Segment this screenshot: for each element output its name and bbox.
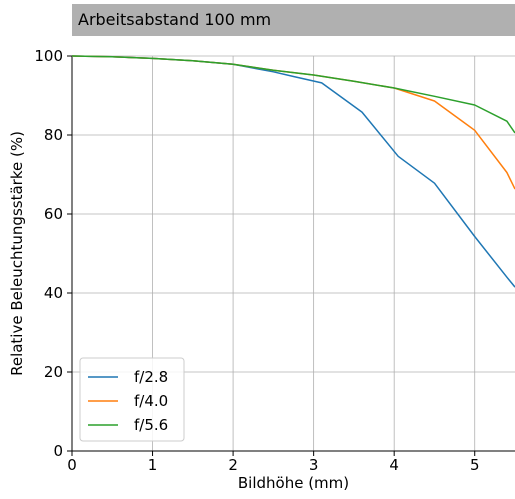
legend-label: f/5.6 [134,416,168,434]
series-line [71,55,515,134]
x-tick-label: 0 [67,456,77,474]
series-line [71,55,515,288]
y-axis-label: Relative Beleuchtungsstärke (%) [8,131,26,376]
chart-title-bar: Arbeitsabstand 100 mm [72,4,515,36]
legend-label: f/4.0 [134,392,168,410]
chart-title: Arbeitsabstand 100 mm [78,10,272,29]
y-tick-label: 60 [44,205,63,223]
y-tick-label: 40 [44,284,63,302]
x-tick-label: 4 [389,456,399,474]
y-tick-label: 100 [34,47,63,65]
legend-box [79,357,185,442]
x-tick-label: 1 [148,456,158,474]
legend-label: f/2.8 [134,368,168,386]
y-tick-label: 0 [53,442,63,460]
y-tick-label: 20 [44,363,63,381]
x-tick-label: 5 [470,456,480,474]
y-tick-label: 80 [44,126,63,144]
x-axis-label: Bildhöhe (mm) [238,474,349,492]
x-tick-label: 3 [309,456,319,474]
x-tick-label: 2 [228,456,238,474]
